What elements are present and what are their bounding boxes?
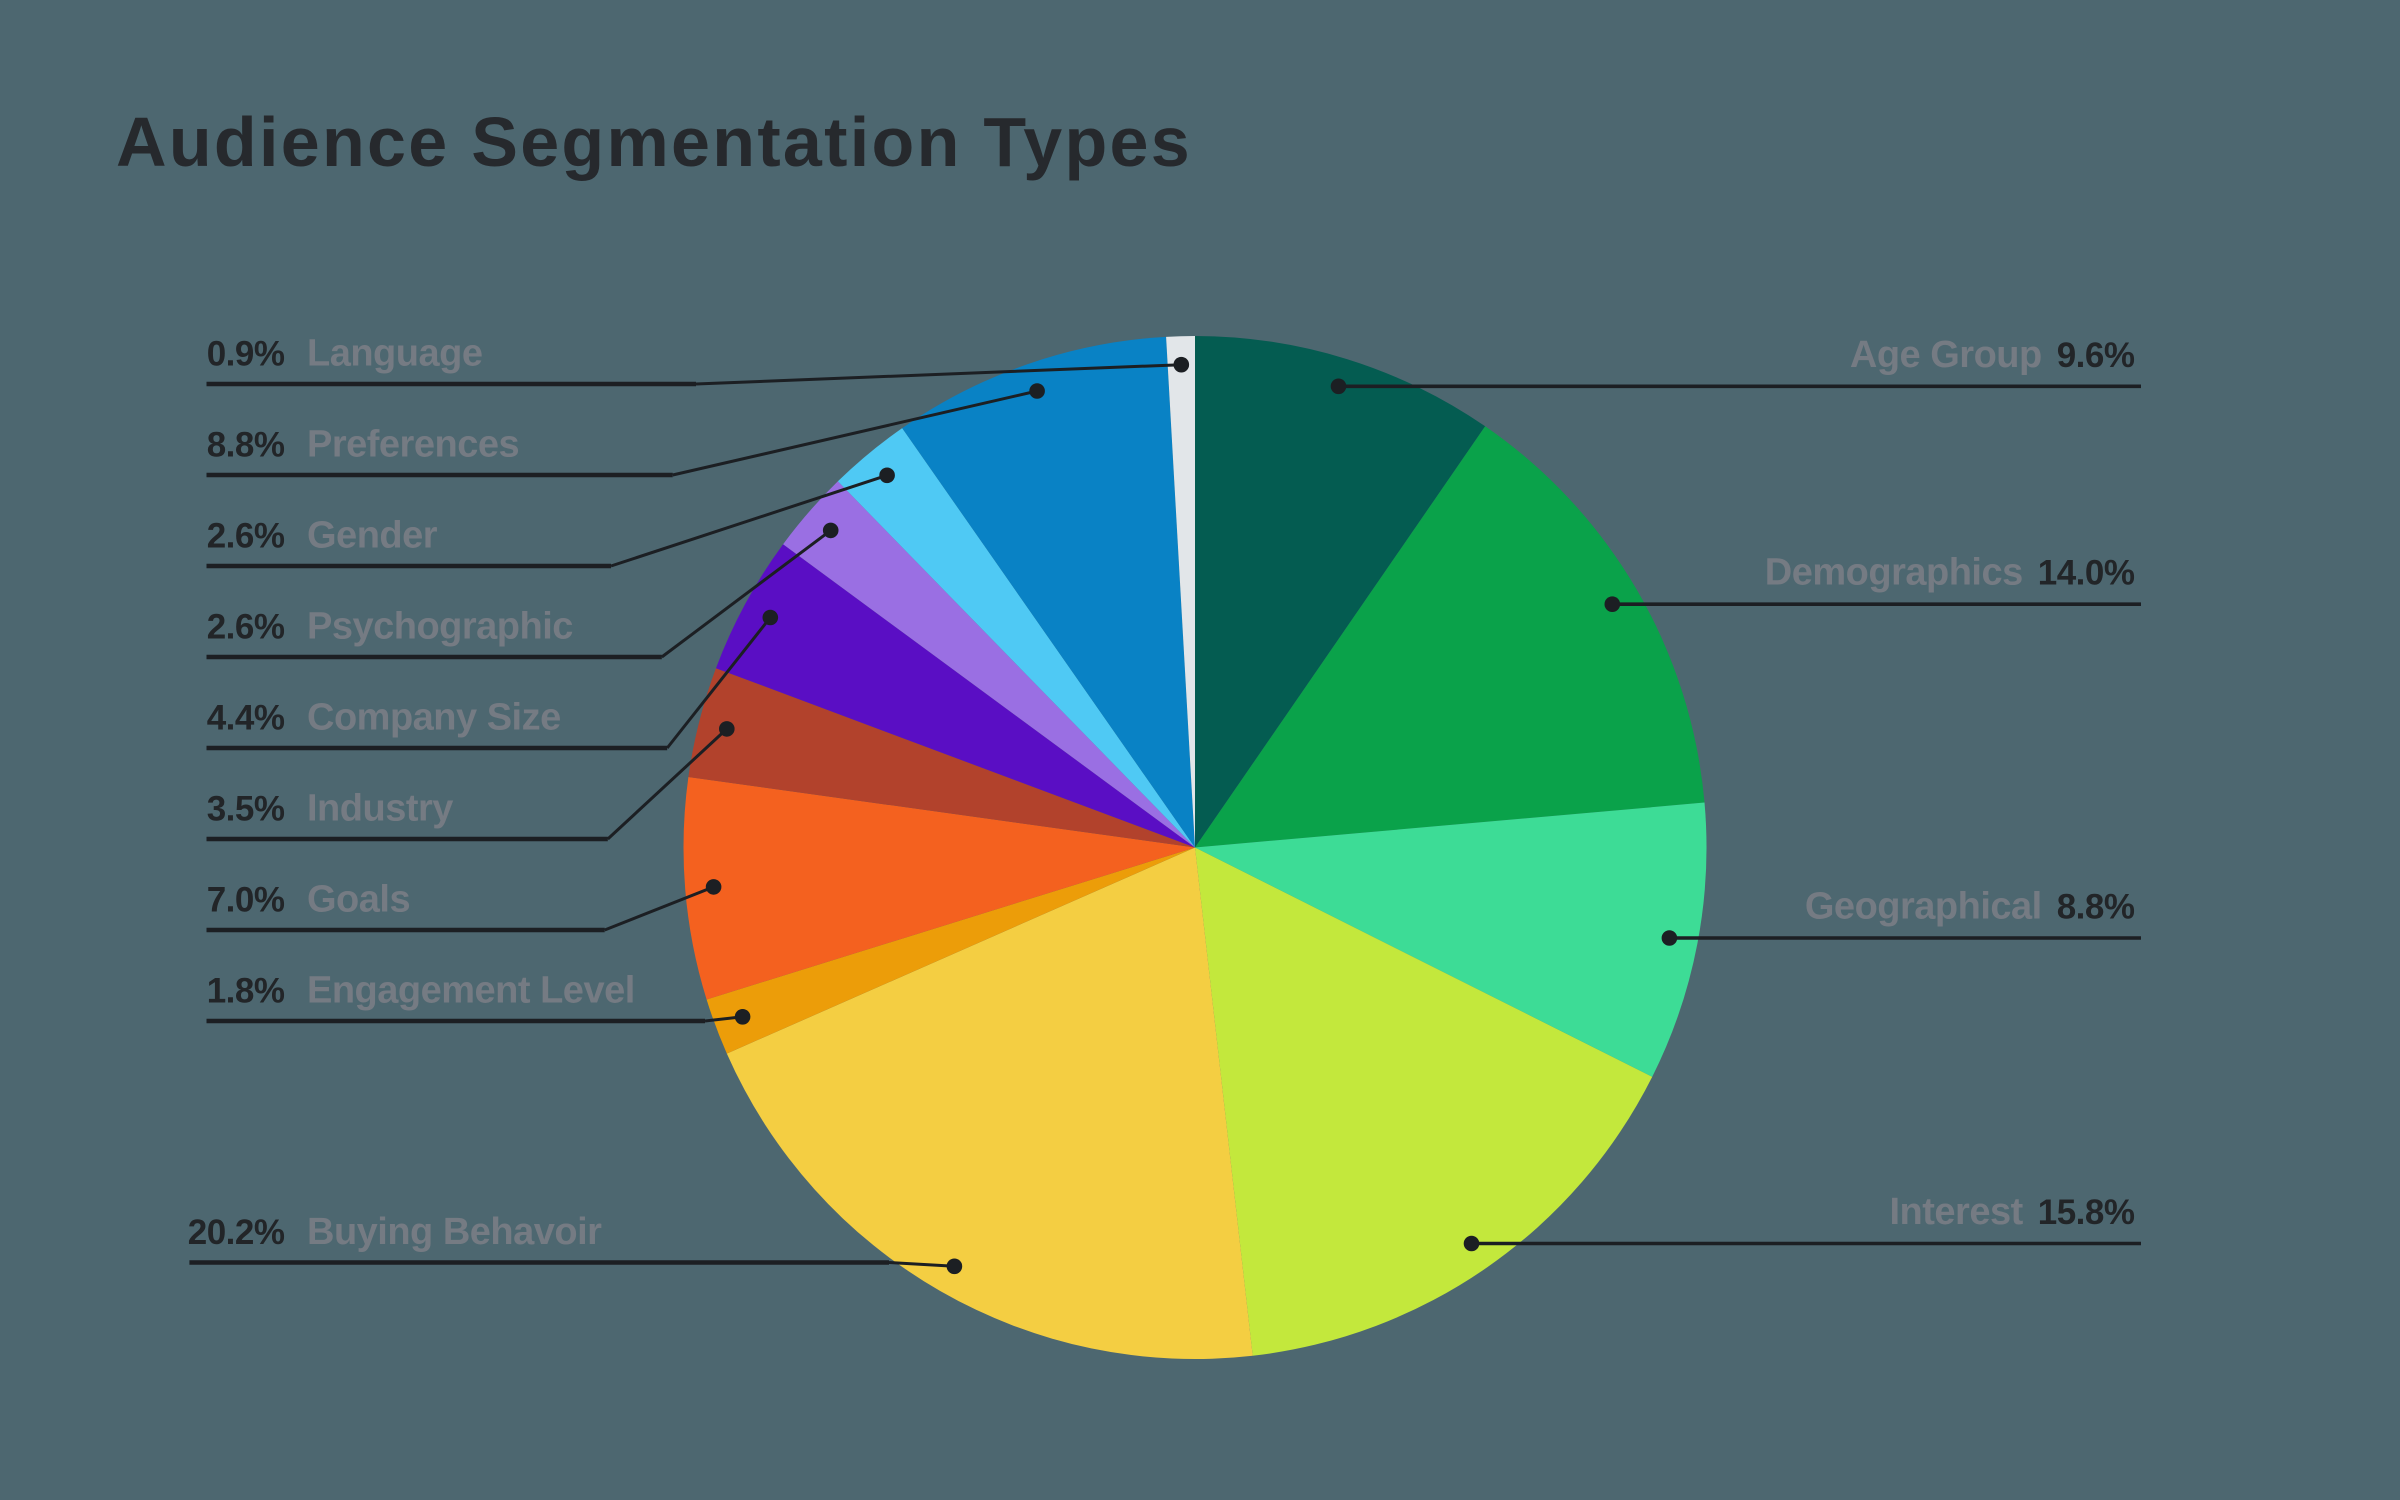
svg-text:Company Size: Company Size <box>307 697 561 739</box>
svg-text:4.4%: 4.4% <box>207 699 285 738</box>
svg-text:2.6%: 2.6% <box>207 608 285 647</box>
svg-text:Industry: Industry <box>307 788 453 830</box>
svg-text:Buying Behavoir: Buying Behavoir <box>307 1211 602 1253</box>
svg-text:7.0%: 7.0% <box>207 881 285 920</box>
svg-text:3.5%: 3.5% <box>207 790 285 829</box>
svg-text:Gender: Gender <box>307 515 438 557</box>
svg-text:Engagement Level: Engagement Level <box>307 970 635 1012</box>
svg-text:Preferences: Preferences <box>307 424 519 466</box>
svg-text:Goals: Goals <box>307 879 410 921</box>
svg-text:0.9%: 0.9% <box>207 335 285 374</box>
svg-text:1.8%: 1.8% <box>207 972 285 1011</box>
svg-text:20.2%: 20.2% <box>188 1213 285 1252</box>
svg-text:Language: Language <box>307 333 482 375</box>
svg-text:Audience Segmentation Types: Audience Segmentation Types <box>116 103 1192 181</box>
svg-text:8.8%: 8.8% <box>207 426 285 465</box>
svg-text:Psychographic: Psychographic <box>307 606 573 648</box>
svg-text:2.6%: 2.6% <box>207 517 285 556</box>
